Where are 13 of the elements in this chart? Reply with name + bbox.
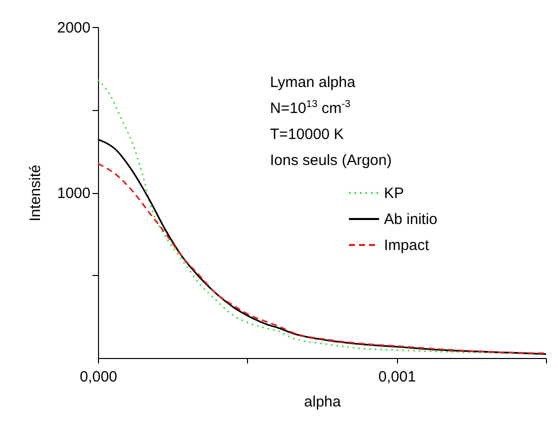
y-tick-label: 1000 [57,185,90,202]
x-axis-title: alpha [304,394,342,410]
x-tick-label: 0,000 [80,368,118,386]
x-tick-label: 0,001 [378,368,416,386]
y-tick-label: 2000 [57,20,90,36]
annotation: T=10000 K [270,125,345,145]
legend-label: KP [384,185,404,202]
annotation: Lyman alpha [270,73,356,93]
legend-label: Impact [384,237,430,254]
y-axis-title: Intensité [27,164,44,222]
annotation: Ions seuls (Argon) [270,151,392,171]
legend-label: Ab initio [384,211,438,228]
annotation: N=10$^{13}$ cm$^{-3}$ [270,98,352,119]
